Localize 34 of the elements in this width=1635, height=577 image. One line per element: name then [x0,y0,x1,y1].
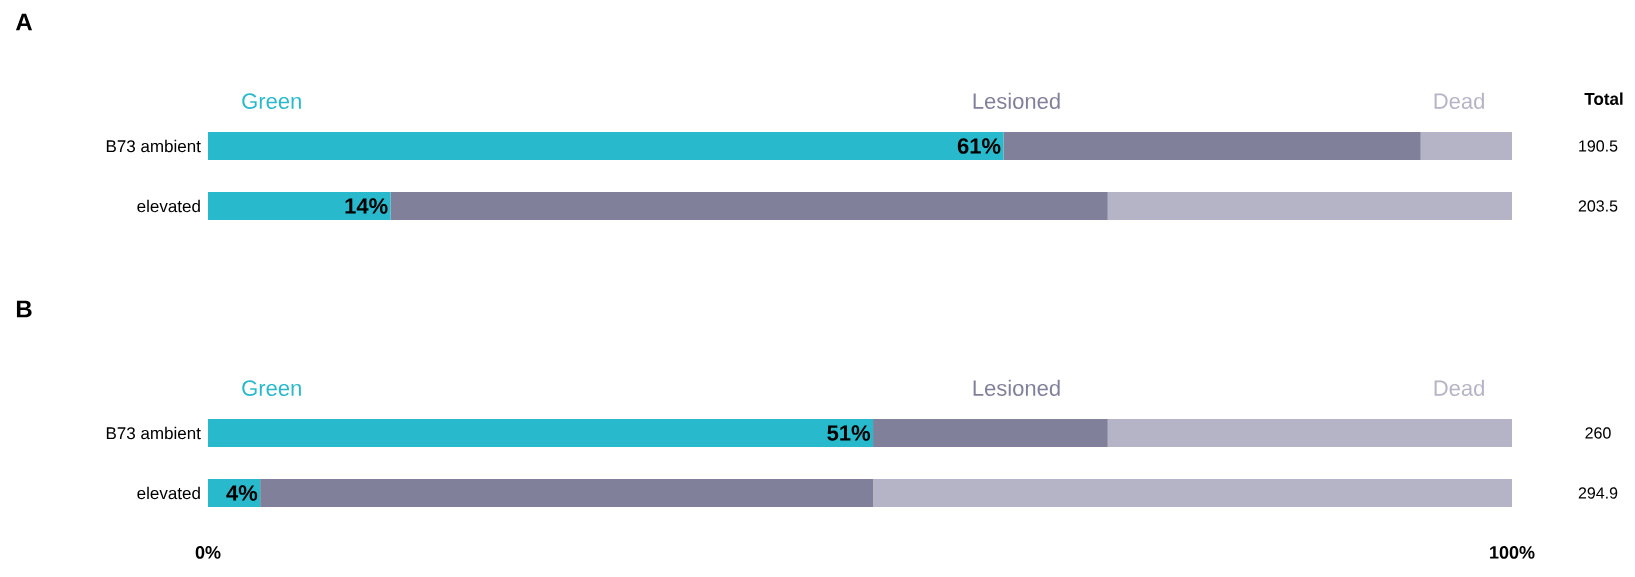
bar [873,478,1512,507]
data-label: 14% [345,198,388,214]
x-tick-label: 100% [1490,546,1535,559]
bar [208,191,391,220]
series-label: Dead [1434,92,1484,109]
bar [260,478,874,507]
y-tick-label: B73 ambient [106,139,201,153]
bar [1107,191,1512,220]
series-label: Green [242,93,301,109]
bar [1107,418,1512,447]
data-label: 61% [957,138,1001,154]
bar [1003,131,1421,160]
y-tick-label: elevated [137,486,200,500]
series-label: Lesioned [973,92,1060,109]
chart-title: A [15,13,33,31]
y-tick-label: B73 ambient [106,426,201,440]
data-label: 4% [226,485,258,501]
text: 294.9 [1578,487,1618,499]
y-tick-label: elevated [137,199,200,213]
text: Total [1584,92,1623,105]
text: 190.5 [1579,140,1618,152]
data-label: 51% [827,425,871,441]
text: 203.5 [1578,200,1618,212]
bar [390,191,1108,220]
bar [873,418,1108,447]
bar [208,418,874,447]
bar [208,131,1004,160]
series-label: Lesioned [973,379,1060,396]
bar [1420,131,1512,160]
chart-title: B [16,300,32,318]
text: 260 [1585,427,1611,439]
series-label: Green [242,380,301,396]
x-tick-label: 0% [195,546,221,559]
series-label: Dead [1434,379,1484,396]
